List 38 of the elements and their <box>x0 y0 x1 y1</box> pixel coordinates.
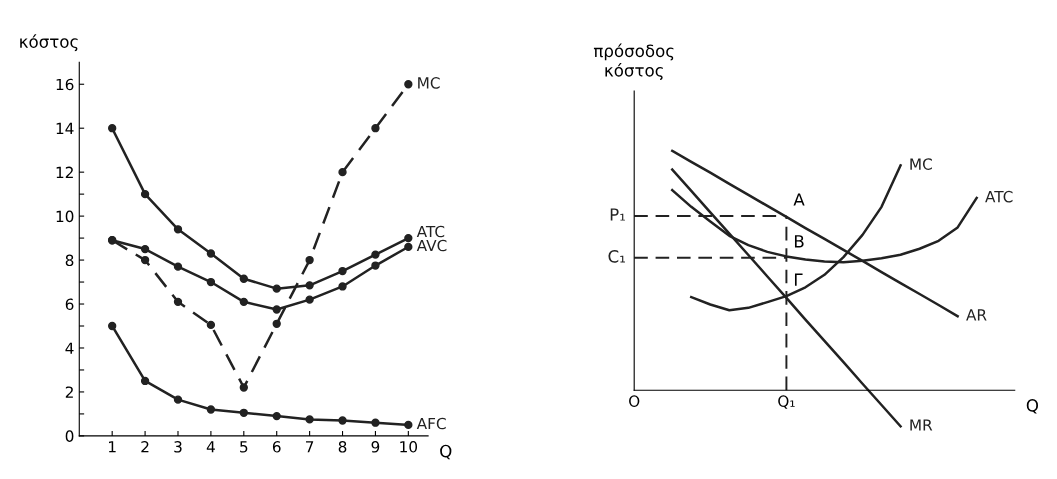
annotation: Γ <box>794 273 803 286</box>
series-label: C₁ <box>608 250 625 263</box>
x-axis-title: Q <box>1026 399 1039 414</box>
series-label: AR <box>966 309 987 321</box>
x-tick-label: Q₁ <box>778 395 795 409</box>
y-tick-label: 10 <box>56 210 74 223</box>
y-axis-title: κόστος <box>20 34 78 52</box>
x-tick-label: 1 <box>109 441 116 453</box>
series-label: AVC <box>416 239 447 252</box>
series-label: MC <box>910 158 932 170</box>
y-tick-label: 14 <box>56 122 74 135</box>
annotation: B <box>794 235 804 248</box>
x-tick-label: 2 <box>141 441 149 453</box>
series-label: MR <box>910 419 933 431</box>
y-axis-title: πρόσοδος κόστος <box>593 43 674 80</box>
y-tick-label: 0 <box>65 430 74 442</box>
x-tick-label: 3 <box>174 441 182 453</box>
series-label: ATC <box>416 225 445 238</box>
x-tick-label: 5 <box>240 441 248 453</box>
y-tick-label: 2 <box>65 386 73 398</box>
x-tick-label: 10 <box>400 441 418 453</box>
series-label: MC <box>418 77 440 89</box>
y-tick-label: 4 <box>65 342 74 354</box>
annotation: A <box>793 193 805 206</box>
y-tick-label: 6 <box>65 298 74 311</box>
x-tick-label: 8 <box>338 441 347 453</box>
y-tick-label: 16 <box>56 78 74 91</box>
x-tick-label: O <box>629 395 640 407</box>
x-tick-label: 9 <box>371 441 380 453</box>
x-tick-label: 4 <box>206 441 215 453</box>
x-tick-label: 6 <box>272 441 281 453</box>
x-tick-label: 7 <box>306 441 314 453</box>
y-tick-label: 12 <box>56 166 73 178</box>
series-label: AFC <box>416 417 446 430</box>
series-label: P₁ <box>610 208 625 221</box>
y-tick-label: 8 <box>65 254 74 267</box>
series-label: ATC <box>985 190 1013 203</box>
x-axis-title: Q <box>440 444 452 460</box>
